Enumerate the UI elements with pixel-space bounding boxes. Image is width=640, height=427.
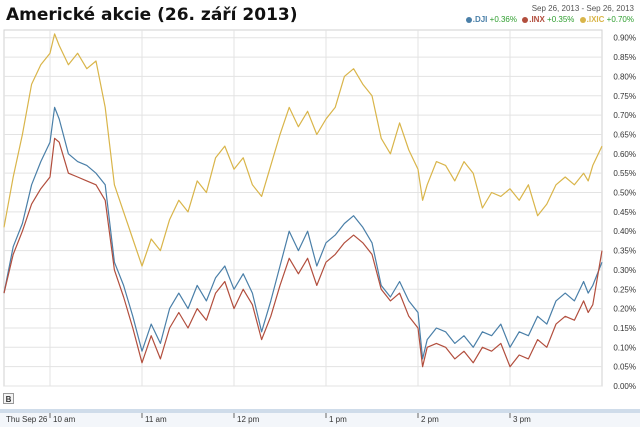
legend-dji-symbol: .DJI <box>472 15 488 24</box>
x-tick-label: 2 pm <box>421 415 439 424</box>
y-tick-label: 0.10% <box>613 343 636 352</box>
y-tick-label: 0.85% <box>613 53 636 62</box>
y-tick-label: 0.55% <box>613 169 636 178</box>
plot-frame <box>3 29 603 387</box>
series-line-inx <box>3 137 603 368</box>
legend-ixic-symbol: .IXIC <box>586 15 605 24</box>
y-tick-label: 0.00% <box>613 382 636 391</box>
x-axis-band <box>0 409 640 427</box>
series-line-dji <box>3 106 603 360</box>
y-tick-label: 0.25% <box>613 285 636 294</box>
y-tick-label: 0.20% <box>613 305 636 314</box>
legend-ixic-dot-icon <box>579 16 586 23</box>
gridlines <box>3 29 603 387</box>
y-tick-label: 0.90% <box>613 34 636 43</box>
legend-item-inx[interactable]: .INX +0.35% <box>522 15 576 24</box>
y-tick-label: 0.75% <box>613 92 636 101</box>
legend: .DJI +0.36% .INX +0.35% .IXIC +0.70% <box>463 15 634 24</box>
b-button[interactable]: B <box>3 393 14 404</box>
x-tick-label: Thu Sep 26 <box>6 415 48 424</box>
y-tick-label: 0.80% <box>613 72 636 81</box>
legend-item-ixic[interactable]: .IXIC +0.70% <box>579 15 634 24</box>
legend-ixic-change: +0.70% <box>606 15 634 24</box>
legend-dji-change: +0.36% <box>489 15 517 24</box>
x-tick-label: 11 am <box>145 415 167 424</box>
y-tick-label: 0.45% <box>613 208 636 217</box>
x-tick-label: 3 pm <box>513 415 531 424</box>
legend-inx-dot-icon <box>522 16 529 23</box>
legend-inx-symbol: .INX <box>529 15 545 24</box>
chart-title: Americké akcie (26. září 2013) <box>6 5 298 25</box>
series-line-ixic <box>3 33 603 267</box>
y-tick-label: 0.05% <box>613 363 636 372</box>
y-tick-label: 0.60% <box>613 150 636 159</box>
x-tick-label: 12 pm <box>237 415 260 424</box>
y-tick-label: 0.65% <box>613 130 636 139</box>
y-tick-label: 0.70% <box>613 111 636 120</box>
y-tick-label: 0.15% <box>613 324 636 333</box>
y-tick-label: 0.30% <box>613 266 636 275</box>
x-axis: Thu Sep 26 10 am 11 am 12 pm 1 pm 2 pm 3 pm <box>0 409 640 427</box>
y-tick-label: 0.40% <box>613 227 636 236</box>
x-tick-label: 10 am <box>53 415 76 424</box>
legend-inx-change: +0.35% <box>547 15 575 24</box>
y-axis: 0.00% 0.05% 0.10% 0.15% 0.20% 0.25% 0.30% 0.35%… <box>613 34 636 391</box>
series-lines <box>3 33 603 368</box>
x-tick-label: 1 pm <box>329 415 347 424</box>
date-range: Sep 26, 2013 - Sep 26, 2013 <box>531 4 634 13</box>
y-tick-label: 0.50% <box>613 189 636 198</box>
legend-item-dji[interactable]: .DJI +0.36% <box>465 15 520 24</box>
y-tick-label: 0.35% <box>613 247 636 256</box>
legend-dji-dot-icon <box>465 16 472 23</box>
x-axis-band-top <box>0 409 640 413</box>
